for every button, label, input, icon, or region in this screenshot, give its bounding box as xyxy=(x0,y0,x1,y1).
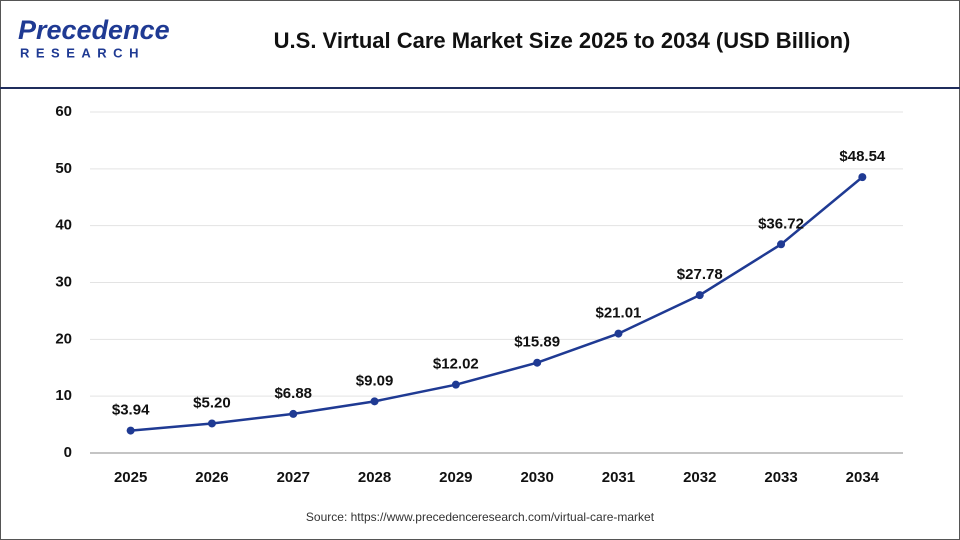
data-point xyxy=(289,409,298,418)
logo-tagline: RESEARCH xyxy=(20,45,145,60)
data-point xyxy=(695,291,704,300)
source: Source: https://www.precedenceresearch.c… xyxy=(306,510,655,524)
data-label: $27.78 xyxy=(677,266,723,283)
x-tick-label: 2028 xyxy=(358,469,391,486)
data-point xyxy=(451,380,460,389)
data-point xyxy=(777,240,786,249)
y-tick-label: 40 xyxy=(55,217,72,234)
chart-title: U.S. Virtual Care Market Size 2025 to 20… xyxy=(274,28,851,53)
data-point xyxy=(126,426,135,435)
x-tick-label: 2034 xyxy=(846,469,880,486)
logo-name: Precedence xyxy=(18,15,170,45)
y-tick-label: 60 xyxy=(55,103,72,120)
x-tick-label: 2030 xyxy=(520,469,553,486)
series-line xyxy=(130,176,864,432)
y-tick-label: 50 xyxy=(55,160,72,177)
y-tick-label: 10 xyxy=(55,387,72,404)
x-tick-label: 2031 xyxy=(602,469,635,486)
y-tick-label: 20 xyxy=(55,330,72,347)
data-point xyxy=(614,329,623,338)
data-label: $3.94 xyxy=(112,402,150,419)
x-tick-label: 2026 xyxy=(195,469,228,486)
data-label: $48.54 xyxy=(839,148,886,165)
x-tick-label: 2029 xyxy=(439,469,472,486)
data-label: $36.72 xyxy=(758,215,804,232)
data-label: $15.89 xyxy=(514,334,560,351)
data-label: $9.09 xyxy=(356,372,394,389)
x-tick-label: 2033 xyxy=(764,469,797,486)
x-tick-label: 2025 xyxy=(114,469,147,486)
data-point xyxy=(858,173,867,182)
data-point xyxy=(533,358,542,367)
data-label: $21.01 xyxy=(596,305,642,322)
data-point xyxy=(207,419,216,428)
data-label: $5.20 xyxy=(193,394,231,411)
y-tick-label: 30 xyxy=(55,273,72,290)
data-point xyxy=(370,397,379,406)
x-tick-label: 2032 xyxy=(683,469,716,486)
data-label: $12.02 xyxy=(433,356,479,373)
x-tick-label: 2027 xyxy=(277,469,310,486)
y-tick-label: 0 xyxy=(64,444,72,461)
data-label: $6.88 xyxy=(274,385,312,402)
